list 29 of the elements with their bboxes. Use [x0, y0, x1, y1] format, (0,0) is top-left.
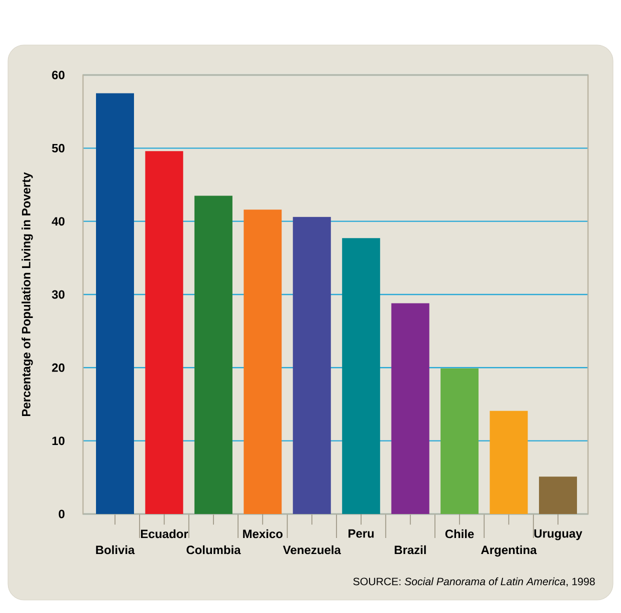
x-tick-label: Brazil: [394, 545, 426, 554]
x-tick-label: Mexico: [243, 529, 283, 538]
x-tick-label: Peru: [348, 529, 374, 538]
x-tick-label: Columbia: [186, 545, 241, 554]
x-tick-label: Ecuador: [141, 529, 188, 538]
x-tick-label: Chile: [445, 529, 474, 538]
x-tick-label: Argentina: [481, 545, 537, 557]
y-tick-label: 60: [52, 70, 64, 80]
y-tick-label: 20: [52, 363, 64, 372]
bar: [96, 93, 134, 514]
bar: [244, 210, 282, 514]
bar: [440, 368, 479, 514]
bar: [538, 476, 577, 514]
bar: [342, 238, 380, 514]
y-axis-title: Percentage of Population Living in Poverty: [22, 172, 33, 416]
y-tick-label: 40: [52, 217, 64, 226]
bar: [194, 196, 232, 514]
bar: [292, 216, 331, 514]
bar: [391, 303, 430, 514]
y-tick-label: 0: [58, 510, 64, 518]
y-tick-label: 30: [52, 290, 64, 299]
y-tick-label: 50: [52, 144, 64, 152]
x-tick-label: Venezuela: [282, 545, 341, 554]
bar: [490, 410, 528, 514]
x-tick-label: Uruguay: [534, 529, 582, 540]
y-tick-label: 10: [52, 436, 64, 446]
x-tick-label: Bolivia: [96, 545, 135, 554]
source-note: SOURCE: Social Panorama of Latin America, 1998: [353, 577, 595, 587]
bar: [145, 151, 184, 514]
